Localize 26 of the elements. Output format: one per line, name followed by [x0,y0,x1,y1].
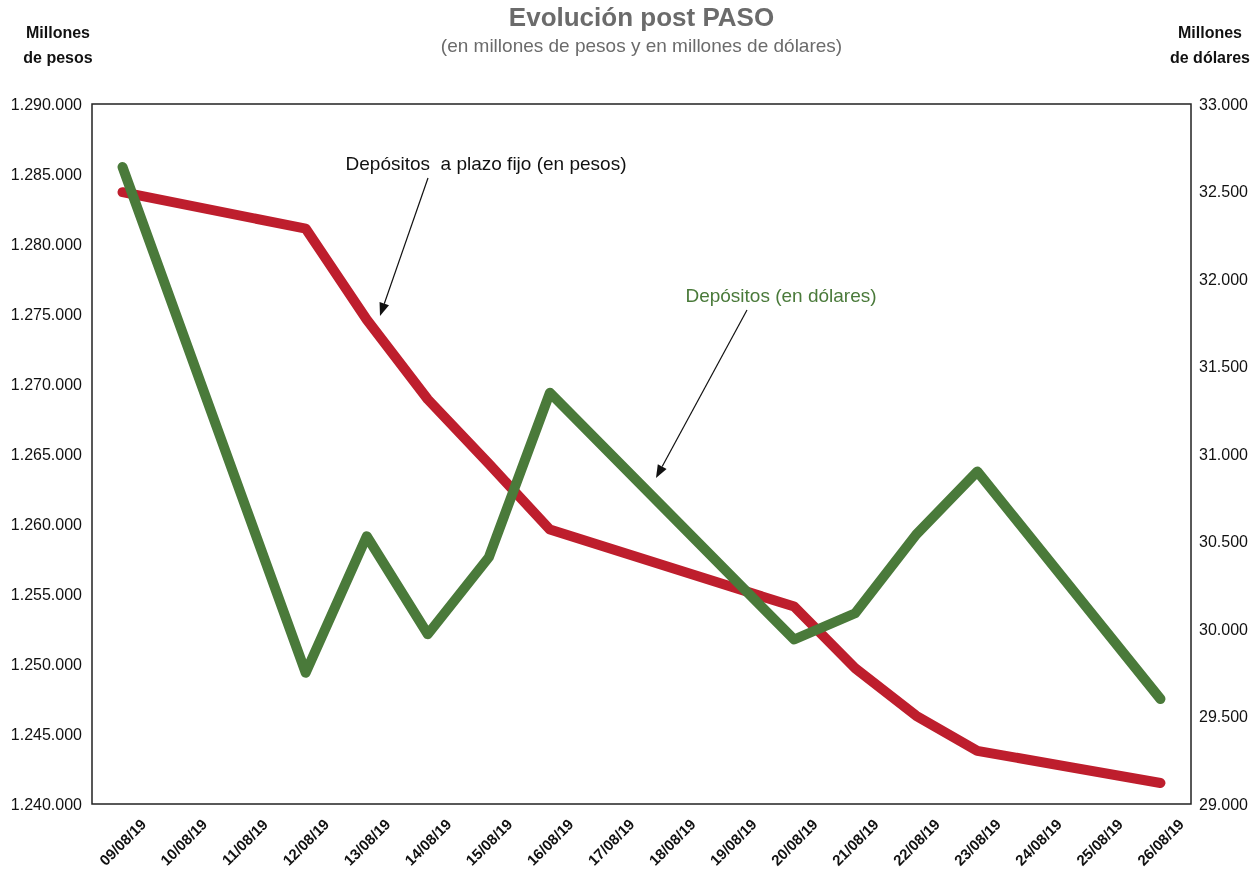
y2-tick-label: 29.000 [1199,795,1249,813]
y-tick-label: 1.245.000 [10,725,83,743]
chart-subtitle: (en millones de pesos y en millones de dólares) [440,35,843,56]
y-tick-label: 1.275.000 [10,305,83,323]
chart-title: Evolución post PASO [508,2,775,32]
y-tick-label: 1.280.000 [10,235,83,253]
y2-tick-label: 30.000 [1199,620,1249,638]
y2-tick-label: 33.000 [1199,95,1249,113]
y-tick-label: 1.265.000 [10,445,83,463]
text: Depósitos (en dólares) [685,285,877,306]
y-tick-label: 1.270.000 [10,375,83,393]
y2-tick-label: 31.500 [1199,358,1249,375]
y-tick-label: 1.250.000 [10,655,83,673]
y2-tick-label: 32.500 [1199,183,1249,200]
y-tick-label: 1.240.000 [10,795,83,813]
y2-axis-title: Millones de dólares [1169,24,1251,66]
y2-tick-label: 31.000 [1199,445,1249,463]
y-tick-label: 1.285.000 [10,165,83,183]
y-tick-label: 1.290.000 [10,95,83,113]
y-tick-label: 1.255.000 [10,585,83,603]
text: Depósitos a plazo fijo (en pesos) [345,153,627,174]
y-tick-label: 1.260.000 [10,515,83,533]
y-axis-title: Millones de pesos [23,24,93,66]
y2-tick-label: 30.500 [1199,533,1249,550]
y2-tick-label: 32.000 [1199,270,1249,288]
y2-tick-label: 29.500 [1199,708,1249,725]
